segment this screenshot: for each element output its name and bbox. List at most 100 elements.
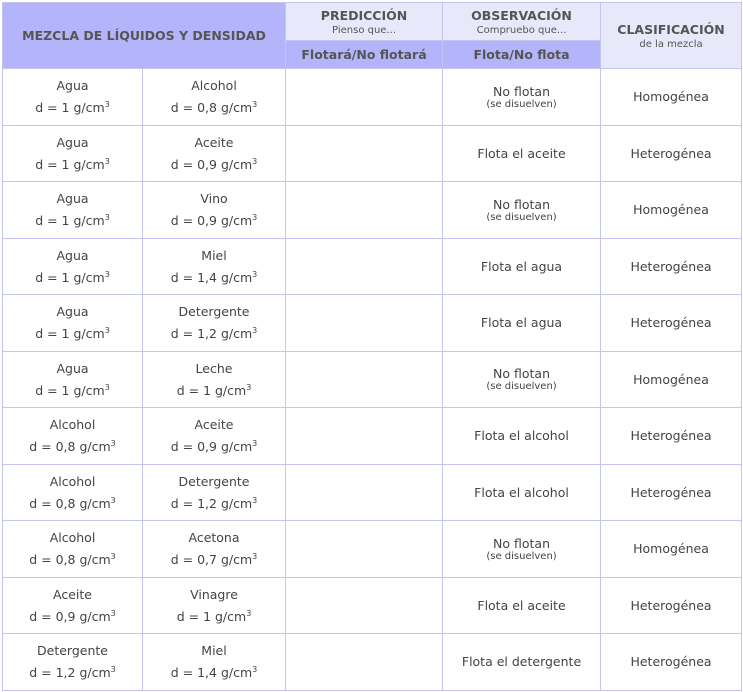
unit-exponent: 3 (252, 213, 258, 223)
observation-text: No flotan (493, 196, 550, 212)
liquid-cell: Detergente d = 1,2 g/cm3 (141, 294, 287, 352)
classification-cell: Homogénea (600, 181, 743, 239)
observation-text: No flotan (493, 83, 550, 99)
unit-exponent: 3 (246, 608, 252, 618)
liquid-density: d = 0,8 g/cm3 (29, 439, 116, 454)
liquid-cell: Miel d = 1,4 g/cm3 (141, 633, 287, 691)
table-row: Agua d = 1 g/cm3 Vino d = 0,9 g/cm3 No flota… (2, 181, 743, 239)
observation-cell: No flotan (se disuelven) (442, 520, 602, 578)
liquid-cell: Detergente d = 1,2 g/cm3 (2, 633, 143, 691)
liquid-name: Aceite (53, 586, 92, 602)
liquid-name: Agua (56, 247, 89, 263)
density-value: d = 1 g/cm (176, 382, 247, 398)
unit-exponent: 3 (104, 326, 110, 336)
unit-exponent: 3 (252, 269, 258, 279)
liquid-name: Agua (56, 191, 89, 207)
observation-cell: Flota el aceite (442, 576, 602, 634)
liquid-cell: Alcohol d = 0,8 g/cm3 (2, 463, 143, 521)
classification-cell: Heterogénea (600, 237, 743, 295)
liquid-density: d = 1,2 g/cm3 (171, 326, 258, 341)
liquid-density: d = 1,2 g/cm3 (171, 496, 258, 511)
unit-exponent: 3 (104, 269, 110, 279)
density-value: d = 0,8 g/cm (29, 495, 111, 511)
liquid-cell: Agua d = 1 g/cm3 (2, 350, 143, 408)
observacion-title: OBSERVACIÓN (471, 7, 572, 23)
liquid-name: Agua (56, 78, 89, 94)
table-row: Alcohol d = 0,8 g/cm3 Detergente d = 1,2 g/… (2, 463, 743, 521)
liquid-cell: Aceite d = 0,9 g/cm3 (2, 576, 143, 634)
liquid-cell: Agua d = 1 g/cm3 (2, 124, 143, 182)
liquid-cell: Agua d = 1 g/cm3 (2, 237, 143, 295)
prediction-cell[interactable] (285, 124, 444, 182)
liquid-cell: Miel d = 1,4 g/cm3 (141, 237, 287, 295)
density-value: d = 1,2 g/cm (170, 326, 253, 342)
observation-text: No flotan (493, 366, 550, 382)
density-value: d = 1 g/cm (35, 269, 105, 285)
liquid-cell: Acetona d = 0,7 g/cm3 (141, 520, 287, 578)
density-value: d = 1 g/cm (176, 608, 247, 624)
observation-text: Flota el aceite (477, 597, 566, 613)
density-value: d = 1,2 g/cm (170, 495, 253, 511)
liquid-name: Aceite (194, 134, 234, 150)
liquid-name: Vino (200, 191, 228, 207)
liquid-cell: Aceite d = 0,9 g/cm3 (141, 124, 287, 182)
prediction-cell[interactable] (285, 520, 444, 578)
header-prediccion-col: Flotará/No flotará (285, 40, 444, 69)
unit-exponent: 3 (104, 213, 110, 223)
observation-cell: Flota el agua (442, 294, 602, 352)
classification-cell: Heterogénea (600, 463, 743, 521)
table-row: Agua d = 1 g/cm3 Alcohol d = 0,8 g/cm3 No fl… (2, 68, 743, 126)
classification-cell: Homogénea (600, 68, 743, 126)
table-row: Aceite d = 0,9 g/cm3 Vinagre d = 1 g/cm3 Flo… (2, 576, 743, 634)
liquid-cell: Agua d = 1 g/cm3 (2, 181, 143, 239)
unit-exponent: 3 (252, 439, 258, 449)
liquid-density: d = 1 g/cm3 (177, 383, 252, 398)
unit-exponent: 3 (110, 608, 116, 618)
liquid-cell: Agua d = 1 g/cm3 (2, 68, 143, 126)
liquid-cell: Vinagre d = 1 g/cm3 (141, 576, 287, 634)
header-clasificacion: CLASIFICACIÓN de la mezcla (600, 2, 743, 69)
observation-cell: Flota el aceite (442, 124, 602, 182)
prediction-cell[interactable] (285, 294, 444, 352)
prediction-cell[interactable] (285, 633, 444, 691)
prediction-cell[interactable] (285, 350, 444, 408)
prediccion-title: PREDICCIÓN (320, 7, 408, 23)
observation-cell: No flotan (se disuelven) (442, 181, 602, 239)
classification-cell: Heterogénea (600, 124, 743, 182)
density-value: d = 0,7 g/cm (170, 552, 253, 568)
liquid-name: Alcohol (191, 78, 237, 94)
prediction-cell[interactable] (285, 68, 444, 126)
observation-cell: No flotan (se disuelven) (442, 68, 602, 126)
observation-note: (se disuelven) (486, 98, 557, 110)
observation-note: (se disuelven) (486, 381, 557, 393)
liquid-density: d = 0,9 g/cm3 (171, 439, 258, 454)
observation-cell: No flotan (se disuelven) (442, 350, 602, 408)
prediction-cell[interactable] (285, 181, 444, 239)
table-row: Agua d = 1 g/cm3 Leche d = 1 g/cm3 No flotan… (2, 350, 743, 408)
header-prediccion: PREDICCIÓN Pienso que... (285, 2, 444, 41)
liquid-density: d = 1 g/cm3 (177, 609, 252, 624)
density-value: d = 0,9 g/cm (29, 608, 111, 624)
density-value: d = 0,9 g/cm (170, 439, 253, 455)
unit-exponent: 3 (252, 665, 258, 675)
liquid-density: d = 0,9 g/cm3 (171, 213, 258, 228)
liquid-density: d = 1 g/cm3 (35, 100, 110, 115)
density-value: d = 1 g/cm (35, 100, 105, 116)
prediction-cell[interactable] (285, 407, 444, 465)
header-observacion: OBSERVACIÓN Compruebo que... (442, 2, 602, 41)
observation-text: Flota el detergente (461, 654, 582, 670)
classification-cell: Heterogénea (600, 407, 743, 465)
liquid-name: Alcohol (49, 417, 96, 433)
density-value: d = 0,8 g/cm (29, 439, 111, 455)
density-value: d = 1,4 g/cm (170, 665, 253, 681)
unit-exponent: 3 (110, 495, 116, 505)
prediction-cell[interactable] (285, 576, 444, 634)
liquid-cell: Agua d = 1 g/cm3 (2, 294, 143, 352)
liquid-name: Alcohol (49, 530, 96, 546)
prediction-cell[interactable] (285, 463, 444, 521)
liquid-name: Alcohol (49, 473, 96, 489)
liquid-name: Vinagre (190, 586, 238, 602)
table-row: Agua d = 1 g/cm3 Aceite d = 0,9 g/cm3 Flota … (2, 124, 743, 182)
prediction-cell[interactable] (285, 237, 444, 295)
unit-exponent: 3 (110, 665, 116, 675)
